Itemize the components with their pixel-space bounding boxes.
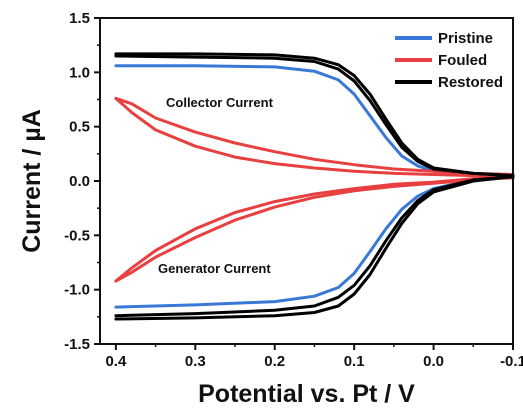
annotations: Collector Current Generator Current <box>158 95 274 276</box>
plot-area <box>114 52 515 321</box>
x-tick-label: 0.1 <box>344 353 365 370</box>
x-axis-title: Potential vs. Pt / V <box>198 380 415 408</box>
series-line-restored-collector-2 <box>114 54 515 178</box>
x-tick-label: 0.4 <box>105 353 127 370</box>
x-tick-label: 0.2 <box>264 353 285 370</box>
annotation-generator: Generator Current <box>158 261 271 276</box>
series-line-restored-generator-1 <box>114 175 515 318</box>
x-tick-label: -0.1 <box>500 353 523 370</box>
y-tick-label: -1.0 <box>64 282 90 299</box>
legend-label-fouled: Fouled <box>438 52 487 69</box>
y-tick-label: 1.5 <box>69 10 90 27</box>
series-fouled <box>114 96 515 283</box>
y-tick-label: 1.0 <box>69 64 90 81</box>
series-line-fouled-generator-upper <box>114 176 515 283</box>
legend-label-pristine: Pristine <box>438 30 493 47</box>
series-restored <box>114 52 515 321</box>
legend: Pristine Fouled Restored <box>395 30 503 91</box>
series-line-restored-generator-2 <box>114 175 515 321</box>
y-axis-title: Current / µA <box>18 109 46 253</box>
series-line-fouled-collector-lower <box>114 96 515 178</box>
x-tick-label: 0.0 <box>423 353 444 370</box>
axes: 1.5 1.0 0.5 0.0 -0.5 -1.0 -1.5 0.4 0.3 0.2 0.1 0.0 -… <box>64 10 523 370</box>
annotation-collector: Collector Current <box>166 95 274 110</box>
y-tick-label: 0.0 <box>69 173 90 190</box>
y-tick-label: -1.5 <box>64 336 90 353</box>
x-tick-label: 0.3 <box>185 353 206 370</box>
y-tick-label: -0.5 <box>64 227 90 244</box>
legend-label-restored: Restored <box>438 74 503 91</box>
y-tick-label: 0.5 <box>69 119 90 136</box>
series-line-fouled-collector-upper <box>114 96 515 176</box>
